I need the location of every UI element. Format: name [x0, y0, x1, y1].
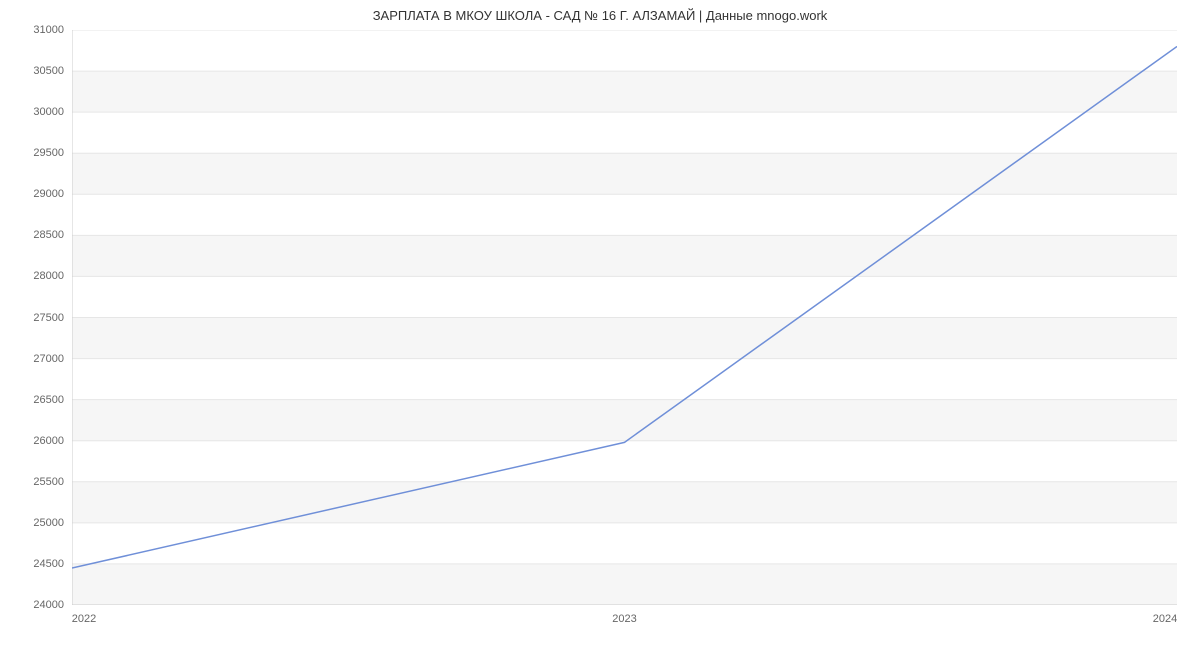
chart-svg	[72, 30, 1177, 605]
y-tick-label: 28000	[0, 270, 64, 282]
y-tick-label: 24000	[0, 599, 64, 611]
y-tick-label: 30000	[0, 106, 64, 118]
chart-container: ЗАРПЛАТА В МКОУ ШКОЛА - САД № 16 Г. АЛЗА…	[0, 0, 1200, 650]
y-tick-label: 25500	[0, 476, 64, 488]
x-tick-label: 2024	[1153, 613, 1177, 625]
chart-title: ЗАРПЛАТА В МКОУ ШКОЛА - САД № 16 Г. АЛЗА…	[0, 8, 1200, 23]
y-tick-label: 25000	[0, 517, 64, 529]
y-tick-label: 26500	[0, 394, 64, 406]
y-tick-label: 27500	[0, 312, 64, 324]
y-tick-label: 27000	[0, 353, 64, 365]
y-tick-label: 31000	[0, 24, 64, 36]
y-tick-label: 30500	[0, 65, 64, 77]
x-tick-label: 2023	[612, 613, 636, 625]
y-tick-label: 28500	[0, 229, 64, 241]
y-tick-label: 29000	[0, 188, 64, 200]
y-tick-label: 29500	[0, 147, 64, 159]
y-tick-label: 26000	[0, 435, 64, 447]
plot-area	[72, 30, 1177, 605]
y-tick-label: 24500	[0, 558, 64, 570]
x-tick-label: 2022	[72, 613, 96, 625]
